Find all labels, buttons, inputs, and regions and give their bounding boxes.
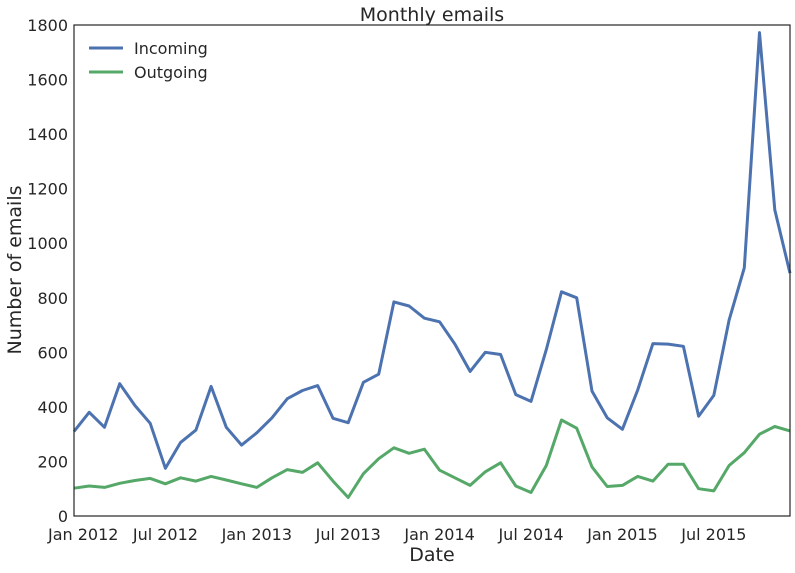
y-tick-label: 200 — [37, 452, 68, 471]
y-axis-ticks: 0 200 400 600 800 1000 1200 1400 1600 1800 — [27, 16, 68, 526]
y-tick-label: 1400 — [27, 125, 68, 144]
x-axis-ticks: Jan 2012 Jul 2012 Jan 2013 Jul 2013 Jan 2014… — [47, 525, 746, 544]
series-line-incoming — [72, 31, 792, 470]
y-tick-label: 0 — [58, 507, 68, 526]
chart-title: Monthly emails — [360, 4, 504, 26]
legend: Incoming Outgoing — [89, 39, 208, 82]
y-tick-label: 1600 — [27, 71, 68, 90]
y-tick-label: 800 — [37, 289, 68, 308]
x-tick-label: Jan 2013 — [221, 525, 292, 544]
x-tick-label: Jul 2013 — [315, 525, 381, 544]
y-tick-label: 600 — [37, 343, 68, 362]
y-axis-label: Number of emails — [4, 185, 26, 354]
x-tick-label: Jan 2014 — [403, 525, 474, 544]
y-tick-label: 400 — [37, 398, 68, 417]
y-tick-label: 1000 — [27, 234, 68, 253]
series-line-outgoing — [73, 418, 791, 499]
x-axis-label: Date — [409, 544, 454, 566]
legend-label-outgoing: Outgoing — [134, 63, 208, 82]
x-tick-label: Jan 2015 — [586, 525, 657, 544]
x-tick-label: Jul 2015 — [680, 525, 746, 544]
plot-frame — [73, 24, 791, 517]
series-lines — [72, 31, 792, 499]
legend-label-incoming: Incoming — [134, 39, 208, 58]
y-tick-label: 1800 — [27, 16, 68, 35]
x-tick-label: Jan 2012 — [47, 525, 118, 544]
x-tick-label: Jul 2012 — [132, 525, 198, 544]
x-tick-label: Jul 2014 — [497, 525, 563, 544]
y-tick-label: 1200 — [27, 180, 68, 199]
